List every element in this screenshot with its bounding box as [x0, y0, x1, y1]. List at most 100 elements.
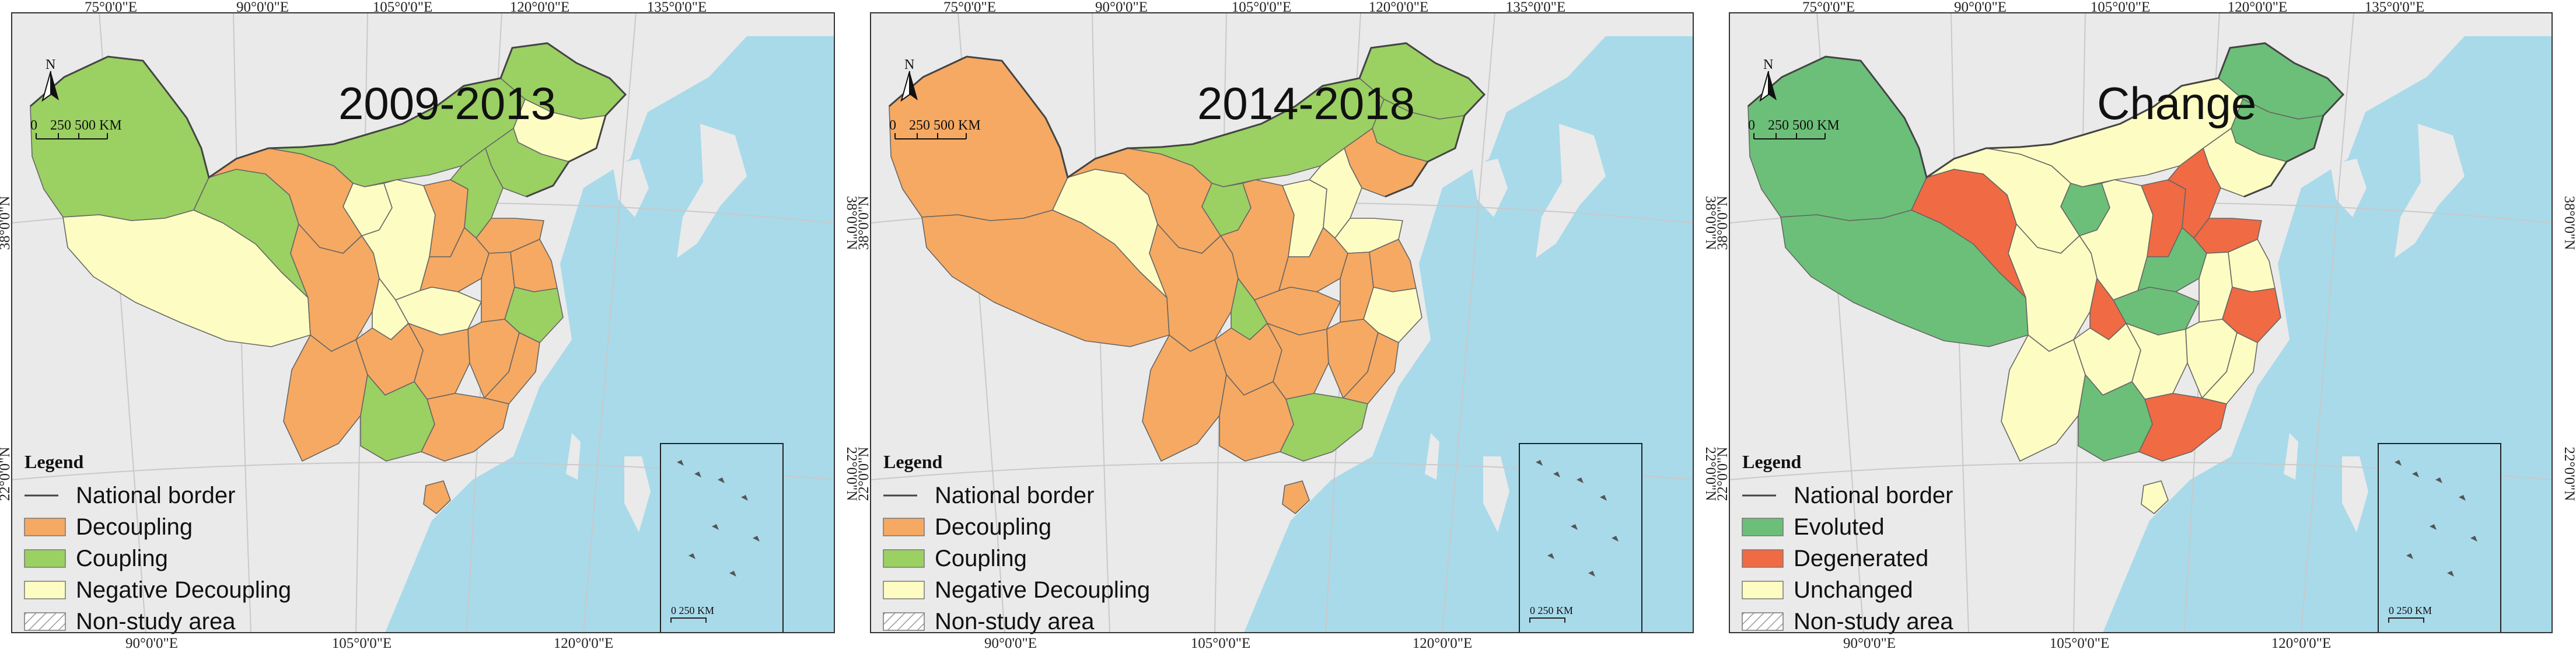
- legend-item-label: Negative Decoupling: [76, 577, 291, 603]
- right-latitude-label: 38°0'0"N: [844, 196, 859, 250]
- province-yunnan: [283, 334, 368, 462]
- top-longitude-label: 120°0'0"E: [1369, 0, 1428, 15]
- inset-island: [1547, 553, 1554, 559]
- map-frame: [11, 12, 835, 633]
- inset-scale-bar: [670, 617, 707, 623]
- inset-island: [712, 524, 719, 530]
- scale-tick-label: 500 KM: [75, 118, 122, 133]
- province-hainan: [2141, 480, 2169, 514]
- taiwan-island: [1425, 433, 1439, 480]
- right-latitude-label: 38°0'0"N: [2561, 196, 2576, 250]
- left-latitude-label: 38°0'0"N: [0, 196, 13, 250]
- legend-color-swatch: [883, 581, 925, 599]
- inset-island: [2430, 524, 2437, 530]
- legend-item-label: Evoluted: [1794, 514, 1885, 540]
- map-panel-2: 0 250 KM N 0 250 500 KM 2014-2018 Legend Nation…: [856, 0, 1718, 651]
- korea-peninsula: [613, 159, 649, 217]
- right-latitude-label: 22°0'0"N: [844, 447, 859, 501]
- top-longitude-label: 90°0'0"E: [236, 0, 289, 15]
- inset-island: [2459, 495, 2466, 501]
- legend-item-label: National border: [935, 483, 1095, 508]
- province-yunnan: [2001, 334, 2086, 462]
- scale-tick-label: 250: [50, 118, 71, 133]
- legend-color-swatch: [24, 581, 66, 599]
- inset-island: [688, 553, 695, 559]
- inset-island: [694, 472, 701, 477]
- right-latitude-label: 22°0'0"N: [2561, 447, 2576, 501]
- inset-island: [1588, 571, 1595, 577]
- legend-color-swatch: [883, 549, 925, 568]
- north-arrow-half-light: [41, 71, 51, 102]
- legend-color-swatch: [1742, 581, 1784, 599]
- south-china-sea-inset: 0 250 KM: [2378, 443, 2501, 633]
- legend-item-label: Decoupling: [935, 514, 1051, 540]
- legend-item-label: Negative Decoupling: [935, 577, 1150, 603]
- inset-scale-label: 0 250 KM: [2389, 605, 2432, 616]
- legend-item-label: Coupling: [76, 546, 168, 571]
- inset-island: [753, 536, 760, 542]
- inset-island: [2412, 472, 2419, 477]
- legend-color-swatch: [1742, 518, 1784, 536]
- north-arrow-icon: N: [1759, 57, 1777, 102]
- left-latitude-label: 38°0'0"N: [856, 196, 872, 250]
- bottom-longitude-label: 105°0'0"E: [2050, 636, 2109, 651]
- province-guangdong: [1280, 393, 1368, 462]
- map-canvas: 0 250 KM: [12, 13, 834, 633]
- province-guangdong: [2138, 393, 2227, 462]
- scale-tick-label: 0: [1748, 118, 1755, 133]
- inset-island: [1600, 495, 1607, 501]
- inset-island: [2435, 477, 2442, 483]
- north-arrow-half-light: [1759, 71, 1769, 102]
- map-canvas: 0 250 KM: [1729, 13, 2552, 633]
- province-hainan: [423, 480, 451, 514]
- legend-title: Legend: [1742, 451, 1802, 472]
- korea-peninsula: [1471, 159, 1508, 217]
- inset-island: [1577, 477, 1584, 483]
- legend: Legend National border Decoupling Coupling N…: [24, 451, 291, 634]
- north-arrow-half-light: [900, 71, 910, 102]
- inset-island: [1612, 536, 1619, 542]
- inset-frame: [2378, 443, 2501, 633]
- scale-bar: 0 250 500 KM: [30, 118, 122, 139]
- japan-islands: [1536, 124, 1606, 258]
- japan-islands: [2395, 124, 2465, 258]
- province-yunnan: [1142, 334, 1227, 462]
- north-label: N: [904, 57, 914, 72]
- scale-tick-label: 250: [909, 118, 930, 133]
- bottom-longitude-label: 105°0'0"E: [1191, 636, 1250, 651]
- left-latitude-label: 38°0'0"N: [1715, 196, 1731, 250]
- top-longitude-label: 90°0'0"E: [1095, 0, 1148, 15]
- legend-title: Legend: [883, 451, 943, 472]
- taiwan-island: [2284, 433, 2298, 480]
- bottom-longitude-label: 90°0'0"E: [984, 636, 1037, 651]
- top-longitude-label: 75°0'0"E: [1802, 0, 1855, 15]
- legend-item-label: Decoupling: [76, 514, 193, 540]
- panel-title: Change: [2097, 78, 2256, 129]
- inset-island: [1536, 460, 1543, 466]
- top-longitude-label: 75°0'0"E: [85, 0, 137, 15]
- inset-island: [677, 460, 684, 466]
- left-latitude-label: 22°0'0"N: [0, 447, 13, 501]
- philippines-north: [2342, 456, 2368, 532]
- legend: Legend National border Evoluted Degenerated…: [1742, 451, 1953, 634]
- panel-title: 2009-2013: [338, 78, 556, 129]
- north-arrow-half-dark: [910, 71, 918, 100]
- inset-island: [2406, 553, 2413, 559]
- bottom-longitude-label: 90°0'0"E: [125, 636, 178, 651]
- korea-peninsula: [2330, 159, 2367, 217]
- legend-item-label: Unchanged: [1794, 577, 1913, 603]
- province-hebei: [450, 148, 504, 239]
- top-longitude-label: 105°0'0"E: [373, 0, 432, 15]
- north-label: N: [1763, 57, 1773, 72]
- scale-bar-line: [36, 133, 108, 139]
- south-china-sea-inset: 0 250 KM: [1519, 443, 1642, 633]
- province-hebei: [2168, 148, 2221, 239]
- scale-bar-line: [894, 133, 967, 139]
- legend-color-swatch: [1742, 549, 1784, 568]
- right-latitude-label: 22°0'0"N: [1703, 447, 1718, 501]
- legend-hatch-swatch: [24, 612, 66, 631]
- north-arrow-icon: N: [41, 57, 59, 102]
- north-arrow-icon: N: [900, 57, 918, 102]
